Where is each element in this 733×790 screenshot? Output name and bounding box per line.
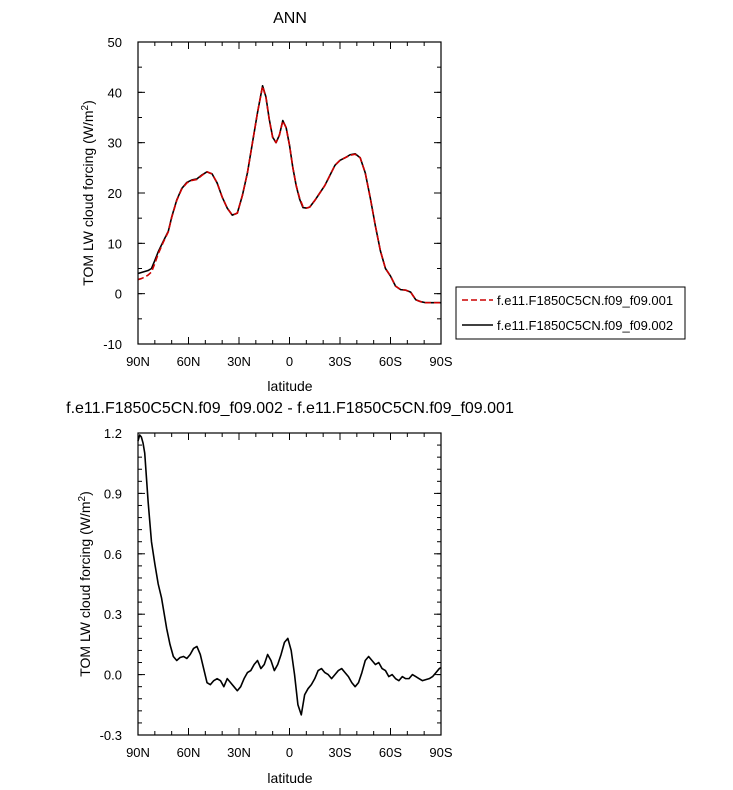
bottom-x-tick-label: 60S [379, 745, 402, 760]
top-chart: ANN 90N 60N 30N 0 30S 60S 90S -10 0 10 20 30 40 50 l… [80, 10, 453, 394]
bottom-series-layer [137, 434, 442, 716]
top-x-tick-label: 90N [126, 354, 150, 369]
bottom-x-tick-label: 30N [227, 745, 251, 760]
bottom-x-tick-label: 90S [429, 745, 452, 760]
bottom-y-tick-label: 0.6 [104, 547, 122, 562]
top-x-axis-label: latitude [267, 378, 312, 394]
bottom-plot-frame [137, 432, 442, 736]
top-y-tick-label: 10 [108, 236, 122, 251]
top-plot-frame [137, 41, 442, 345]
bottom-series-line-1 [137, 434, 442, 716]
bottom-y-axis-label: TOM LW cloud forcing (W/m2) [77, 491, 93, 677]
top-y-axis-label: TOM LW cloud forcing (W/m2) [80, 100, 96, 286]
top-x-tick-label: 90S [429, 354, 452, 369]
top-x-tick-label: 60S [379, 354, 402, 369]
top-x-tick-label: 30S [328, 354, 351, 369]
legend-box [455, 286, 686, 340]
top-y-tick-label: 30 [108, 136, 122, 151]
bottom-x-tick-label: 90N [126, 745, 150, 760]
bottom-y-tick-label: 0.9 [104, 486, 122, 501]
bottom-chart: f.e11.F1850C5CN.f09_f09.002 - f.e11.F185… [66, 400, 514, 786]
top-x-tick-label: 0 [286, 354, 293, 369]
bottom-x-tick-labels: 90N 60N 30N 0 30S 60S 90S [126, 745, 453, 760]
top-tick-marks [137, 41, 442, 345]
bottom-y-tick-label: 0.0 [104, 668, 122, 683]
top-y-tick-label: 20 [108, 186, 122, 201]
bottom-y-tick-labels: -0.3 0.0 0.3 0.6 0.9 1.2 [100, 426, 122, 743]
top-y-tick-label: 50 [108, 35, 122, 50]
top-y-tick-label: 0 [115, 287, 122, 302]
bottom-x-axis-label: latitude [267, 770, 312, 786]
top-y-tick-labels: -10 0 10 20 30 40 50 [103, 35, 122, 352]
bottom-x-tick-label: 0 [286, 745, 293, 760]
bottom-x-tick-label: 30S [328, 745, 351, 760]
top-x-tick-label: 30N [227, 354, 251, 369]
top-y-tick-label: 40 [108, 85, 122, 100]
bottom-chart-title: f.e11.F1850C5CN.f09_f09.002 - f.e11.F185… [66, 400, 514, 417]
top-chart-title: ANN [273, 10, 307, 27]
top-x-tick-label: 60N [177, 354, 201, 369]
top-series-line-2 [137, 84, 441, 304]
bottom-y-tick-label: -0.3 [100, 728, 122, 743]
bottom-y-tick-label: 0.3 [104, 607, 122, 622]
top-series-line-1 [137, 85, 441, 304]
top-x-tick-labels: 90N 60N 30N 0 30S 60S 90S [126, 354, 453, 369]
legend: f.e11.F1850C5CN.f09_f09.001 f.e11.F1850C… [455, 286, 686, 340]
legend-label-series-002: f.e11.F1850C5CN.f09_f09.002 [497, 318, 673, 333]
top-y-tick-label: -10 [103, 337, 122, 352]
top-series-layer [137, 84, 441, 304]
legend-label-series-001: f.e11.F1850C5CN.f09_f09.001 [497, 293, 673, 308]
bottom-x-tick-label: 60N [177, 745, 201, 760]
bottom-y-tick-label: 1.2 [104, 426, 122, 441]
bottom-tick-marks [137, 432, 442, 736]
